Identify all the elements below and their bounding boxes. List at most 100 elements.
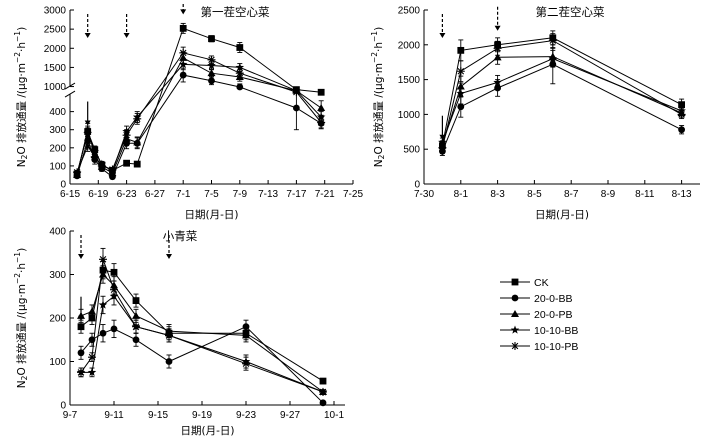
y-tick-label: 1000 — [398, 110, 421, 121]
y-axis-title-part: O 排放通量 /(μg·m — [372, 63, 385, 155]
series-10-10-BB — [72, 58, 326, 177]
data-point — [97, 161, 106, 170]
data-point — [207, 55, 216, 64]
data-point — [110, 268, 118, 276]
fertilization-arrow-dashed — [494, 6, 501, 31]
fertilization-arrow-dashed-head — [494, 25, 501, 31]
data-point — [456, 67, 465, 76]
data-point — [678, 126, 685, 134]
legend-marker — [511, 278, 519, 286]
data-point — [88, 353, 96, 362]
y-axis-title-part: O 排放通量 /(μg·m — [15, 63, 28, 155]
legend-item-20-0-PB: 20-0-PB — [500, 309, 573, 321]
x-tick-label: 8-9 — [601, 189, 616, 200]
data-point — [235, 62, 245, 72]
legend-label: 20-0-BB — [534, 293, 573, 305]
x-tick-label: 8-5 — [527, 189, 542, 200]
y-tick-label: 2000 — [398, 40, 421, 51]
y-tick-label: 200 — [49, 143, 66, 154]
x-tick-label: 8-1 — [454, 189, 469, 200]
data-point — [179, 24, 187, 32]
data-point — [457, 46, 465, 54]
data-point — [110, 325, 118, 333]
panel-second-water-spinach: 0 500 1000 1500 2000 2500 7-30 8-1 8-3 8-5 8-7 8-9 8… — [370, 5, 700, 221]
y-axis-title-part: ·h — [16, 42, 28, 52]
y-axis-title-part: 2 — [20, 375, 29, 380]
y-tick-label: 1500 — [398, 75, 421, 86]
data-point — [457, 103, 465, 111]
data-point — [317, 88, 325, 96]
fertilization-arrow-solid — [84, 101, 91, 126]
y-tick-label: 400 — [49, 227, 66, 238]
data-point — [317, 103, 326, 111]
data-point — [165, 331, 173, 340]
data-point — [133, 160, 141, 168]
x-tick-label: 7-17 — [286, 189, 306, 200]
y-axis-title-part: ) — [16, 248, 28, 252]
series-CK — [77, 261, 327, 385]
data-point — [493, 44, 502, 53]
fertilization-arrow-dashed — [180, 4, 187, 15]
y-tick-label: 200 — [49, 314, 66, 325]
data-point — [178, 59, 188, 68]
y-axis-title: N2O 排放通量 /(μg·m−2·h−1) — [13, 248, 29, 388]
legend-label: CK — [534, 277, 549, 289]
panel-title: 第一茬空心菜 — [201, 5, 270, 19]
x-tick-label: 9-27 — [280, 410, 300, 421]
fertilization-arrow-dashed — [439, 14, 446, 38]
series-line — [81, 295, 324, 393]
x-tick-label: 7-25 — [343, 189, 363, 200]
y-axis-title-part: N — [16, 159, 28, 167]
x-tick-label: 8-11 — [635, 189, 655, 200]
series-line — [76, 57, 322, 176]
data-point — [133, 114, 142, 123]
data-point — [132, 322, 140, 331]
y-axis-title-part: ·h — [16, 263, 28, 273]
data-point — [317, 118, 326, 127]
series-line — [80, 259, 324, 393]
x-tick-label: 9-19 — [192, 410, 212, 421]
series-line — [441, 37, 682, 146]
data-point — [132, 336, 140, 344]
data-point — [242, 331, 250, 339]
fertilization-arrow-dashed-head — [78, 254, 84, 259]
data-point — [235, 69, 244, 78]
data-point — [548, 36, 557, 45]
legend-label: 10-10-PB — [534, 341, 578, 353]
data-point — [319, 377, 327, 385]
y-axis-title-part: −1 — [13, 252, 22, 263]
series-10-10-PB — [77, 247, 327, 396]
x-tick-label: 10-1 — [324, 410, 344, 421]
legend-marker — [511, 294, 519, 302]
series-line — [76, 74, 322, 178]
data-point — [110, 285, 118, 294]
x-axis-title: 日期(月-日) — [181, 425, 235, 437]
x-tick-label: 8-13 — [672, 189, 692, 200]
fertilization-arrow-dashed-head — [123, 33, 130, 38]
x-tick-label: 9-11 — [104, 410, 124, 421]
fertilization-arrow-dashed-head — [439, 33, 446, 38]
fertilization-arrow-dashed — [166, 235, 172, 259]
y-axis-title-part: −1 — [13, 31, 22, 42]
data-point — [319, 387, 327, 396]
data-point — [77, 311, 85, 319]
y-tick-label: 1500 — [44, 63, 67, 74]
data-point — [242, 359, 250, 368]
data-point — [438, 143, 447, 152]
series-line — [76, 63, 322, 174]
fertilization-arrow-dashed-head — [84, 33, 91, 38]
data-point — [87, 367, 97, 377]
series-line — [80, 273, 324, 393]
x-tick-label: 9-7 — [63, 410, 78, 421]
x-tick-label: 8-7 — [564, 189, 579, 200]
series-10-10-PB — [73, 46, 326, 177]
y-axis-title-part: ·h — [373, 42, 385, 52]
series-line — [441, 56, 682, 146]
y-tick-label: 3000 — [44, 6, 67, 17]
data-point — [438, 137, 447, 146]
x-axis-title: 日期(月-日) — [535, 209, 589, 221]
fertilization-arrow-dashed — [84, 14, 91, 38]
data-point — [98, 300, 108, 309]
legend-item-20-0-BB: 20-0-BB — [500, 293, 573, 305]
data-point — [456, 89, 466, 98]
